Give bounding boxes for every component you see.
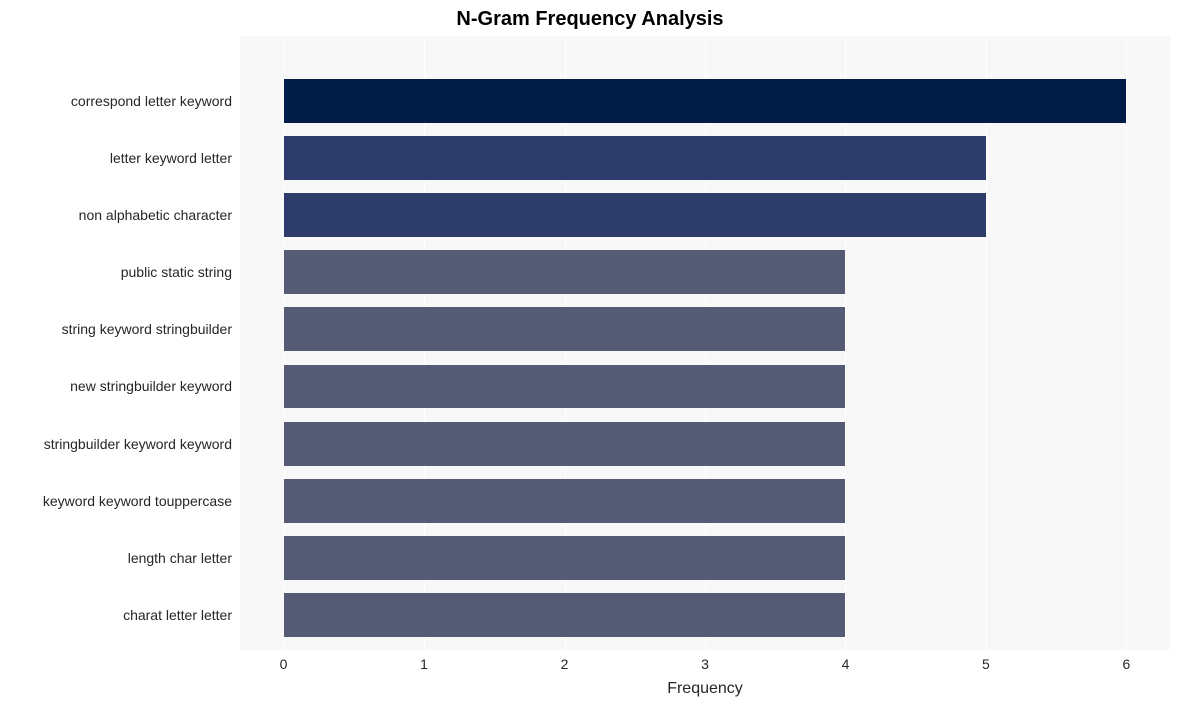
bar [284,422,846,466]
bar-row: public static string [240,250,1170,294]
y-tick-label: charat letter letter [123,607,240,623]
y-tick-label: letter keyword letter [110,150,240,166]
bar [284,250,846,294]
bar [284,479,846,523]
bar-row: charat letter letter [240,593,1170,637]
y-tick-label: new stringbuilder keyword [70,378,240,394]
bar [284,593,846,637]
y-tick-label: keyword keyword touppercase [43,493,240,509]
y-tick-label: non alphabetic character [79,207,240,223]
y-tick-label: string keyword stringbuilder [62,321,240,337]
bar-row: letter keyword letter [240,136,1170,180]
x-tick-label: 0 [280,656,288,672]
bar [284,193,986,237]
y-tick-label: correspond letter keyword [71,93,240,109]
bar-row: new stringbuilder keyword [240,365,1170,409]
x-tick-label: 6 [1123,656,1131,672]
y-tick-label: stringbuilder keyword keyword [44,436,240,452]
bar-row: non alphabetic character [240,193,1170,237]
bar [284,136,986,180]
chart-container: N-Gram Frequency Analysis correspond let… [0,0,1180,701]
x-tick-label: 5 [982,656,990,672]
bar-row: correspond letter keyword [240,79,1170,123]
bar [284,536,846,580]
x-tick-label: 2 [561,656,569,672]
x-tick-label: 4 [842,656,850,672]
bar-row: stringbuilder keyword keyword [240,422,1170,466]
plot-area: correspond letter keyword letter keyword … [240,36,1170,650]
y-tick-label: public static string [121,264,240,280]
x-tick-label: 3 [701,656,709,672]
x-axis-label: Frequency [667,680,743,698]
bar [284,365,846,409]
bar [284,307,846,351]
bar-row: keyword keyword touppercase [240,479,1170,523]
bar [284,79,1127,123]
y-tick-label: length char letter [128,550,240,566]
x-tick-label: 1 [420,656,428,672]
bar-row: string keyword stringbuilder [240,307,1170,351]
chart-title: N-Gram Frequency Analysis [0,0,1180,35]
bar-row: length char letter [240,536,1170,580]
